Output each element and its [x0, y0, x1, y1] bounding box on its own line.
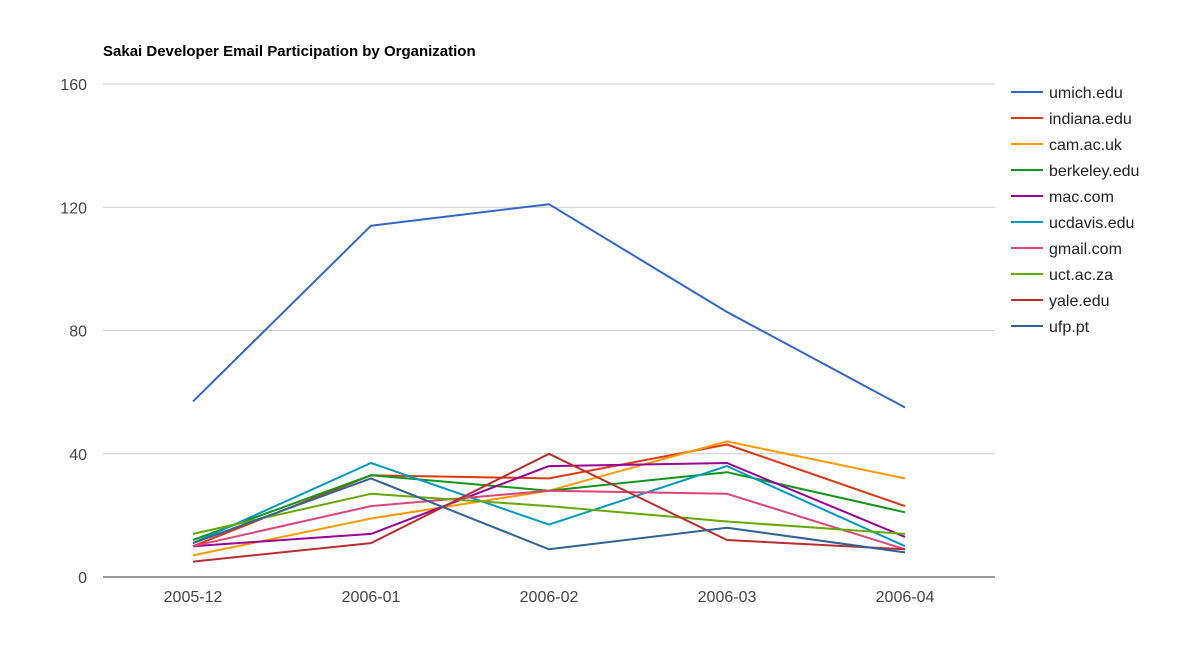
legend-label: yale.edu — [1049, 293, 1110, 310]
legend-label: mac.com — [1049, 189, 1114, 206]
series-line-ucdavis-edu[interactable] — [192, 462, 906, 548]
legend-item-ucdavis-edu[interactable]: ucdavis.edu — [1011, 215, 1134, 232]
x-tick-label: 2006-04 — [876, 589, 935, 606]
legend: umich.edu indiana.edu cam.ac.uk berkeley.ed… — [1011, 85, 1139, 336]
legend-label: umich.edu — [1049, 85, 1123, 102]
legend-label: gmail.com — [1049, 241, 1122, 258]
x-axis-ticks: 2005-12 2006-01 2006-02 2006-03 2006-04 — [164, 589, 935, 606]
legend-item-uct-ac-za[interactable]: uct.ac.za — [1011, 267, 1113, 284]
series-line-gmail-com[interactable] — [192, 489, 906, 551]
legend-item-berkeley-edu[interactable]: berkeley.edu — [1011, 163, 1139, 180]
chart-title: Sakai Developer Email Participation by O… — [103, 43, 476, 60]
legend-item-ufp-pt[interactable]: ufp.pt — [1011, 319, 1090, 336]
y-tick-label: 40 — [69, 447, 87, 464]
legend-item-indiana-edu[interactable]: indiana.edu — [1011, 111, 1132, 128]
legend-item-umich-edu[interactable]: umich.edu — [1011, 85, 1123, 102]
gridlines — [103, 83, 995, 578]
y-tick-label: 160 — [60, 77, 87, 94]
y-tick-label: 0 — [78, 570, 87, 587]
series-line-uct-ac-za[interactable] — [192, 492, 906, 535]
legend-item-cam-ac-uk[interactable]: cam.ac.uk — [1011, 137, 1123, 154]
legend-label: cam.ac.uk — [1049, 137, 1123, 154]
x-tick-label: 2006-02 — [520, 589, 579, 606]
legend-label: berkeley.edu — [1049, 163, 1139, 180]
legend-item-yale-edu[interactable]: yale.edu — [1011, 293, 1110, 310]
series-line-umich-edu[interactable] — [192, 203, 906, 409]
legend-label: indiana.edu — [1049, 111, 1132, 128]
legend-label: ufp.pt — [1049, 319, 1090, 336]
series-line-ufp-pt[interactable] — [192, 477, 906, 554]
x-tick-label: 2006-03 — [698, 589, 757, 606]
series-line-mac-com[interactable] — [192, 462, 906, 548]
y-tick-label: 120 — [60, 200, 87, 217]
legend-item-mac-com[interactable]: mac.com — [1011, 189, 1114, 206]
y-tick-label: 80 — [69, 324, 87, 341]
series-line-yale-edu[interactable] — [192, 452, 906, 563]
series-lines — [192, 203, 906, 563]
y-axis-ticks: 0 40 80 120 160 — [60, 77, 87, 587]
legend-item-gmail-com[interactable]: gmail.com — [1011, 241, 1122, 258]
legend-label: ucdavis.edu — [1049, 215, 1134, 232]
x-tick-label: 2005-12 — [164, 589, 223, 606]
legend-label: uct.ac.za — [1049, 267, 1113, 284]
x-tick-label: 2006-01 — [342, 589, 401, 606]
